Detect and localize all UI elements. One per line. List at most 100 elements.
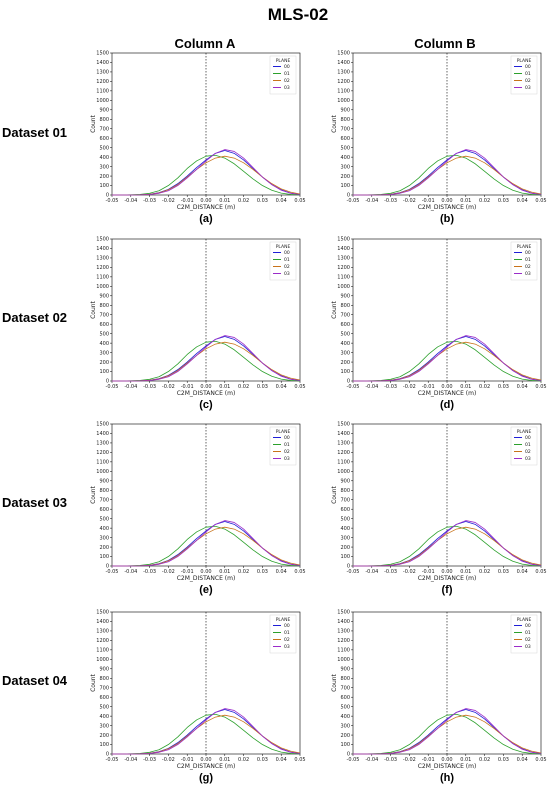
legend-label-03: 03 <box>525 271 531 277</box>
series-line-01 <box>353 525 542 567</box>
x-tick-label: -0.01 <box>181 198 194 204</box>
y-tick-label: 0 <box>106 564 109 570</box>
x-axis-label: C2M_DISTANCE (m) <box>177 390 236 397</box>
x-tick-label: 0.00 <box>441 569 452 575</box>
legend-label-02: 02 <box>284 264 290 270</box>
y-tick-label: 1500 <box>337 237 350 243</box>
y-tick-label: 900 <box>99 667 109 673</box>
legend-title: PLANE <box>276 244 291 250</box>
x-tick-label: -0.05 <box>106 384 119 390</box>
y-tick-label: 1000 <box>96 469 109 475</box>
x-tick-label: 0.03 <box>498 198 509 204</box>
y-tick-label: 1200 <box>96 79 109 85</box>
x-tick-label: 0.04 <box>276 384 287 390</box>
x-axis-label: C2M_DISTANCE (m) <box>418 204 477 211</box>
y-tick-label: 200 <box>340 733 350 739</box>
x-tick-label: 0.01 <box>219 384 230 390</box>
y-tick-label: 1100 <box>337 275 350 281</box>
y-tick-label: 1100 <box>96 275 109 281</box>
y-tick-label: 0 <box>347 752 350 758</box>
y-tick-label: 400 <box>99 155 109 161</box>
y-tick-label: 700 <box>99 312 109 318</box>
x-axis-label: C2M_DISTANCE (m) <box>177 763 236 770</box>
row-label-dataset-01: Dataset 01 <box>2 125 67 140</box>
y-tick-label: 700 <box>340 497 350 503</box>
y-tick-label: 1500 <box>96 422 109 428</box>
x-tick-label: -0.01 <box>181 757 194 763</box>
legend-label-01: 01 <box>525 630 531 636</box>
y-tick-label: 900 <box>99 479 109 485</box>
x-tick-label: -0.02 <box>162 384 175 390</box>
panel-caption: (d) <box>440 399 454 411</box>
legend-label-03: 03 <box>284 271 290 277</box>
legend-label-01: 01 <box>284 71 290 77</box>
row-label-dataset-02: Dataset 02 <box>2 310 67 325</box>
x-tick-label: -0.01 <box>422 198 435 204</box>
legend-label-03: 03 <box>525 644 531 650</box>
y-tick-label: 0 <box>106 193 109 199</box>
legend-label-02: 02 <box>284 637 290 643</box>
legend-label-00: 00 <box>525 64 531 70</box>
y-tick-label: 100 <box>99 369 109 375</box>
x-tick-label: 0.02 <box>479 198 490 204</box>
x-tick-label: -0.03 <box>143 198 156 204</box>
panel-caption: (b) <box>440 213 454 225</box>
legend-label-01: 01 <box>284 630 290 636</box>
y-tick-label: 200 <box>340 174 350 180</box>
y-tick-label: 100 <box>99 183 109 189</box>
panel-g: 0100200300400500600700800900100011001200… <box>90 610 306 784</box>
y-tick-label: 100 <box>99 742 109 748</box>
y-tick-label: 100 <box>340 183 350 189</box>
y-tick-label: 600 <box>99 322 109 328</box>
x-tick-label: -0.02 <box>162 757 175 763</box>
y-tick-label: 200 <box>340 545 350 551</box>
x-tick-label: -0.05 <box>347 384 360 390</box>
y-tick-label: 1200 <box>96 265 109 271</box>
legend-label-00: 00 <box>525 623 531 629</box>
x-tick-label: -0.04 <box>365 198 378 204</box>
legend-label-03: 03 <box>284 644 290 650</box>
y-tick-label: 1100 <box>337 89 350 95</box>
x-tick-label: -0.02 <box>403 757 416 763</box>
x-tick-label: 0.02 <box>238 384 249 390</box>
y-tick-label: 300 <box>99 164 109 170</box>
y-tick-label: 1000 <box>337 469 350 475</box>
y-axis-label: Count <box>331 300 338 318</box>
x-tick-label: 0.01 <box>460 384 471 390</box>
y-tick-label: 800 <box>99 303 109 309</box>
series-line-03 <box>112 149 301 196</box>
y-tick-label: 600 <box>340 136 350 142</box>
series-line-01 <box>112 713 301 755</box>
panel-e: 0100200300400500600700800900100011001200… <box>90 422 306 596</box>
x-tick-label: -0.03 <box>384 757 397 763</box>
y-tick-label: 1200 <box>96 450 109 456</box>
y-tick-label: 1400 <box>96 431 109 437</box>
y-axis-label: Count <box>331 114 338 132</box>
x-tick-label: 0.02 <box>479 384 490 390</box>
x-tick-label: 0.01 <box>460 569 471 575</box>
y-tick-label: 600 <box>340 695 350 701</box>
legend-label-01: 01 <box>284 442 290 448</box>
series-line-01 <box>112 154 301 196</box>
legend-label-01: 01 <box>525 71 531 77</box>
y-tick-label: 100 <box>99 554 109 560</box>
y-tick-label: 300 <box>99 350 109 356</box>
x-tick-label: -0.02 <box>403 384 416 390</box>
y-tick-label: 400 <box>99 714 109 720</box>
y-tick-label: 0 <box>106 752 109 758</box>
y-tick-label: 1500 <box>96 610 109 616</box>
panel-c: 0100200300400500600700800900100011001200… <box>90 237 306 411</box>
y-axis-label: Count <box>331 485 338 503</box>
y-tick-label: 900 <box>340 294 350 300</box>
y-tick-label: 100 <box>340 742 350 748</box>
x-tick-label: -0.05 <box>106 757 119 763</box>
x-tick-label: -0.03 <box>143 757 156 763</box>
x-tick-label: -0.01 <box>422 757 435 763</box>
y-tick-label: 1300 <box>96 441 109 447</box>
x-axis-label: C2M_DISTANCE (m) <box>177 204 236 211</box>
x-tick-label: 0.05 <box>535 757 546 763</box>
y-tick-label: 300 <box>99 723 109 729</box>
